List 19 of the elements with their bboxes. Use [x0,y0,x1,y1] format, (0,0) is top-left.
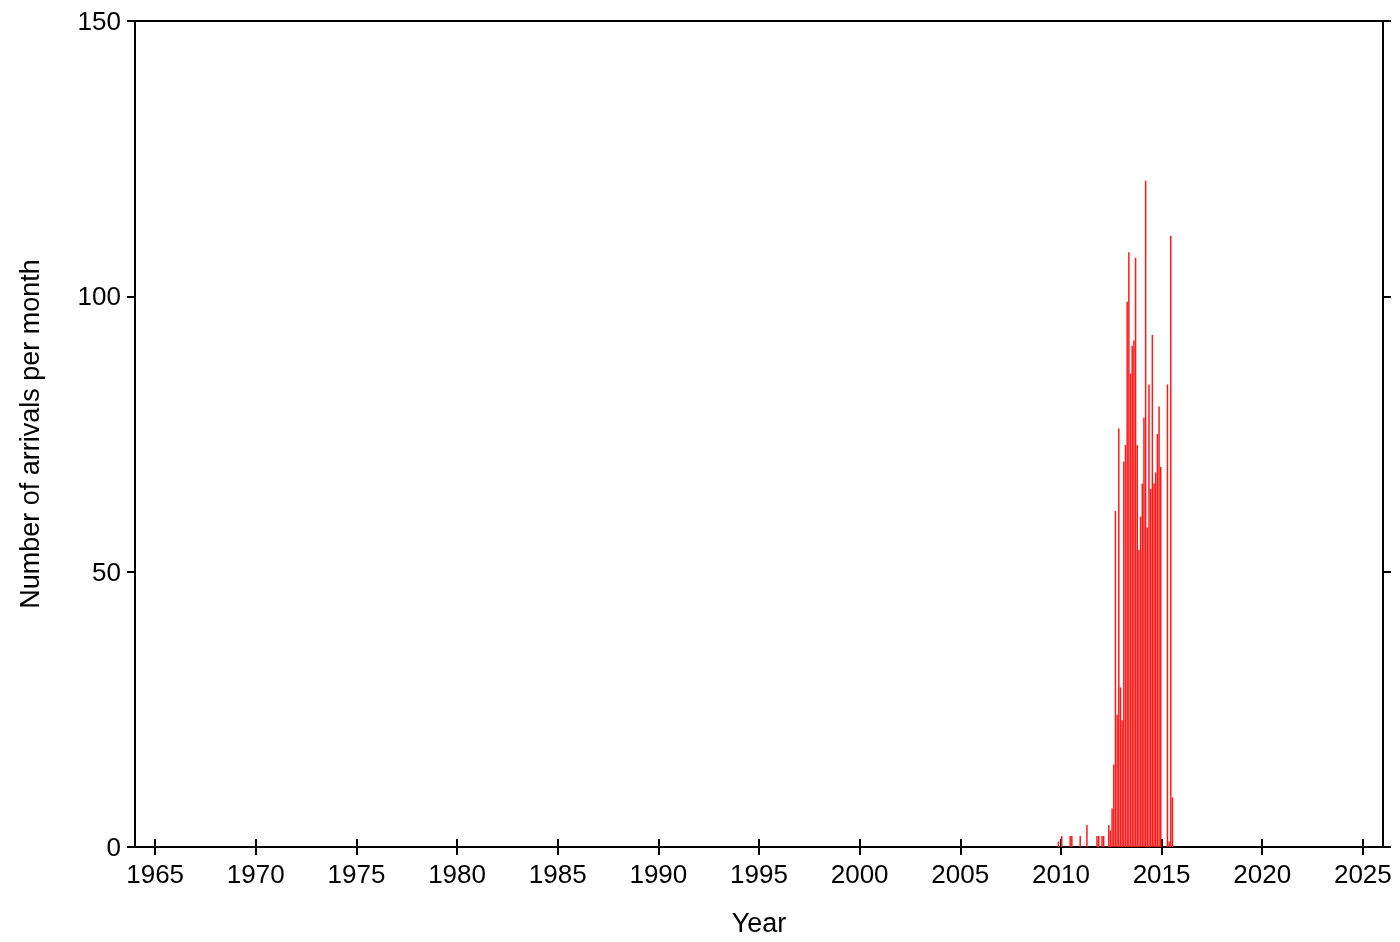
x-tick-label: 1975 [327,859,386,889]
x-tick-label: 2000 [830,859,889,889]
x-tick-label: 2005 [931,859,990,889]
x-tick-label: 2020 [1233,859,1292,889]
y-tick-label: 0 [106,832,121,862]
x-tick-label: 2010 [1032,859,1090,889]
x-tick-label: 1995 [730,859,788,889]
x-tick-label: 1970 [226,859,285,889]
x-tick-label: 1980 [428,859,486,889]
x-tick-label: 1985 [528,859,587,889]
x-tick-label: 2015 [1132,859,1191,889]
y-axis-title: Number of arrivals per month [14,259,45,609]
x-tick-label: 1990 [629,859,688,889]
x-axis-title: Year [731,907,787,938]
x-tick-label: 1965 [126,859,185,889]
y-tick-label: 50 [92,556,121,587]
y-tick-label: 150 [77,6,121,36]
y-tick-label: 100 [77,281,121,312]
x-tick-label: 2025 [1333,859,1392,889]
